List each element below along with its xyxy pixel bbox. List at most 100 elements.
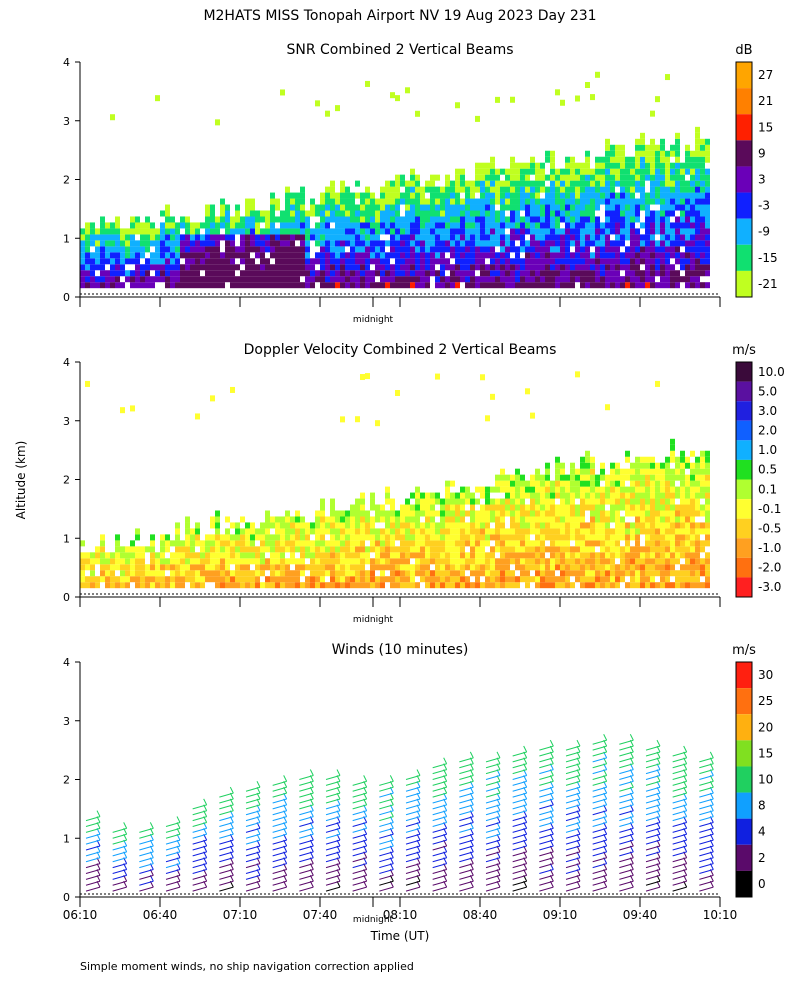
heatmap-cell bbox=[570, 570, 575, 577]
heatmap-cell bbox=[515, 552, 520, 559]
wind-barb bbox=[672, 839, 687, 845]
heatmap-cell bbox=[250, 540, 255, 547]
wind-barb bbox=[325, 845, 341, 851]
heatmap-cell bbox=[570, 462, 575, 469]
wind-barb bbox=[432, 780, 447, 786]
heatmap-cell bbox=[350, 198, 355, 205]
heatmap-cell bbox=[195, 540, 200, 547]
heatmap-cell bbox=[645, 276, 650, 283]
heatmap-cell bbox=[270, 522, 275, 529]
heatmap-cell bbox=[500, 198, 505, 205]
wind-barb bbox=[699, 839, 714, 845]
heatmap-cell bbox=[375, 516, 380, 523]
heatmap-cell bbox=[630, 270, 635, 277]
heatmap-cell bbox=[330, 282, 335, 289]
heatmap-cell bbox=[665, 516, 670, 523]
heatmap-cell bbox=[360, 252, 365, 259]
wind-barb bbox=[512, 869, 527, 874]
heatmap-cell bbox=[275, 246, 280, 253]
heatmap-cell bbox=[490, 228, 495, 235]
wind-barb-flag bbox=[443, 757, 448, 764]
heatmap-cell bbox=[560, 516, 565, 523]
wind-barb bbox=[272, 869, 287, 874]
heatmap-cell bbox=[340, 540, 345, 547]
heatmap-cell bbox=[105, 570, 110, 577]
heatmap-cell bbox=[670, 534, 675, 541]
heatmap-cell bbox=[700, 150, 705, 157]
heatmap-cell bbox=[595, 528, 600, 535]
heatmap-cell bbox=[445, 186, 450, 193]
heatmap-cell bbox=[315, 222, 320, 229]
heatmap-cell bbox=[325, 210, 330, 217]
heatmap-cell bbox=[490, 174, 495, 181]
heatmap-cell bbox=[185, 552, 190, 559]
heatmap-cell bbox=[85, 228, 90, 235]
heatmap-cell bbox=[495, 534, 500, 541]
wind-barb bbox=[405, 886, 421, 892]
wind-barb bbox=[432, 833, 447, 839]
heatmap-cell bbox=[680, 216, 685, 223]
heatmap-cell bbox=[195, 246, 200, 253]
heatmap-cell bbox=[650, 516, 655, 523]
heatmap-cell bbox=[445, 198, 450, 205]
heatmap-cell bbox=[600, 240, 605, 247]
heatmap-cell bbox=[590, 582, 595, 589]
heatmap-cell bbox=[205, 552, 210, 559]
heatmap-cell bbox=[190, 552, 195, 559]
heatmap-cell bbox=[615, 204, 620, 211]
heatmap-cell bbox=[450, 192, 455, 199]
heatmap-cell bbox=[390, 264, 395, 271]
wind-barb bbox=[405, 880, 421, 886]
heatmap-cell bbox=[705, 456, 710, 463]
heatmap-cell bbox=[245, 558, 250, 565]
heatmap-cell bbox=[360, 276, 365, 283]
heatmap-cell bbox=[455, 246, 460, 253]
wind-barb bbox=[645, 869, 661, 874]
heatmap-cell bbox=[180, 264, 185, 271]
heatmap-cell bbox=[555, 546, 560, 553]
heatmap-cell bbox=[490, 210, 495, 217]
heatmap-cell bbox=[510, 222, 515, 229]
heatmap-cell bbox=[600, 198, 605, 205]
heatmap-cell bbox=[655, 96, 660, 103]
colorbar-segment bbox=[736, 166, 752, 193]
heatmap-cell bbox=[500, 258, 505, 265]
heatmap-cell bbox=[600, 516, 605, 523]
heatmap-cell bbox=[135, 240, 140, 247]
heatmap-cell bbox=[505, 240, 510, 247]
heatmap-cell bbox=[310, 564, 315, 571]
heatmap-cell bbox=[640, 186, 645, 193]
heatmap-cell bbox=[575, 552, 580, 559]
heatmap-cell bbox=[490, 582, 495, 589]
wind-barb bbox=[379, 798, 394, 804]
heatmap-cell bbox=[220, 222, 225, 229]
heatmap-cell bbox=[320, 276, 325, 283]
wind-barb bbox=[592, 827, 607, 833]
heatmap-cell bbox=[570, 216, 575, 223]
heatmap-cell bbox=[130, 246, 135, 253]
heatmap-cell bbox=[290, 252, 295, 259]
heatmap-cell bbox=[560, 468, 565, 475]
heatmap-cell bbox=[580, 234, 585, 241]
heatmap-cell bbox=[620, 552, 625, 559]
heatmap-cell bbox=[650, 558, 655, 565]
heatmap-cell bbox=[365, 198, 370, 205]
heatmap-cell bbox=[610, 480, 615, 487]
heatmap-cell bbox=[690, 156, 695, 163]
heatmap-cell bbox=[170, 540, 175, 547]
heatmap-cell bbox=[690, 492, 695, 499]
heatmap-cell bbox=[635, 180, 640, 187]
heatmap-cell bbox=[250, 234, 255, 241]
heatmap-cell bbox=[300, 582, 305, 589]
heatmap-cell bbox=[455, 252, 460, 259]
heatmap-cell bbox=[500, 228, 505, 235]
heatmap-cell bbox=[300, 558, 305, 565]
heatmap-cell bbox=[160, 546, 165, 553]
heatmap-cell bbox=[665, 456, 670, 463]
heatmap-cell bbox=[660, 480, 665, 487]
heatmap-cell bbox=[620, 180, 625, 187]
heatmap-cell bbox=[330, 510, 335, 517]
wind-barb bbox=[592, 845, 607, 851]
heatmap-cell bbox=[580, 186, 585, 193]
heatmap-cell bbox=[490, 186, 495, 193]
